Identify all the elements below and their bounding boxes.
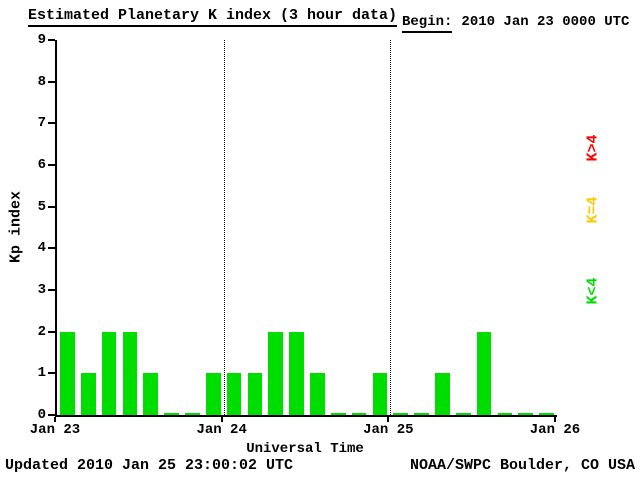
kp-bar: [372, 373, 388, 415]
x-tick-label: Jan 23: [29, 422, 81, 438]
y-tick-label: 5: [37, 198, 46, 215]
y-tick-label: 8: [37, 73, 46, 90]
kp-bar: [414, 413, 429, 415]
y-tick: [48, 372, 55, 375]
kp-bar: [393, 413, 409, 415]
kp-bar: [289, 331, 304, 415]
x-axis-title: Universal Time: [246, 441, 364, 457]
legend-k-eq-4: K=4: [584, 196, 602, 224]
kp-bar: [226, 373, 242, 415]
kp-bar: [330, 413, 346, 415]
plot-area: [55, 40, 557, 417]
y-tick-label: 0: [37, 407, 46, 423]
y-tick: [48, 80, 55, 83]
kp-bar: [539, 413, 554, 415]
x-tick-label: Jan 25: [363, 422, 414, 438]
y-tick: [48, 122, 55, 125]
kp-bar: [247, 373, 263, 415]
y-tick-label: 6: [37, 157, 46, 173]
day-separator-line: [223, 40, 225, 415]
kp-bar: [60, 331, 75, 415]
y-tick-label: 2: [37, 323, 46, 340]
kp-bar: [101, 331, 117, 415]
y-tick-label: 9: [37, 32, 46, 48]
begin-caption: Begin: 2010 Jan 23 0000 UTC: [402, 14, 630, 33]
kp-bar: [310, 373, 325, 415]
kp-bar: [185, 413, 200, 415]
y-tick: [48, 164, 55, 166]
kp-bar: [476, 331, 492, 415]
chart-title: Estimated Planetary K index (3 hour data…: [28, 7, 398, 27]
y-tick-label: 4: [37, 240, 46, 257]
kp-bar: [455, 413, 471, 415]
y-tick: [48, 205, 55, 208]
kp-bar: [205, 373, 221, 415]
x-tick: [54, 417, 56, 422]
updated-timestamp: Updated 2010 Jan 25 23:00:02 UTC: [5, 457, 294, 474]
day-separator-line: [390, 40, 392, 415]
kp-bar: [143, 373, 159, 415]
kp-bar: [164, 413, 179, 415]
kp-bar: [122, 331, 138, 415]
y-tick-label: 1: [37, 365, 46, 382]
kp-bar: [80, 373, 96, 415]
x-tick-label: Jan 24: [196, 422, 247, 438]
y-tick-label: 3: [37, 282, 46, 298]
x-tick: [554, 417, 556, 422]
legend-k-lt-4: K<4: [584, 277, 602, 305]
kp-bar: [351, 413, 367, 415]
x-tick: [220, 417, 223, 422]
y-tick: [48, 330, 55, 333]
x-tick: [387, 417, 390, 422]
y-tick: [48, 414, 55, 416]
credit: NOAA/SWPC Boulder, CO USA: [409, 457, 635, 474]
kp-bar: [435, 373, 450, 415]
kp-bar: [518, 413, 534, 415]
begin-value: 2010 Jan 23 0000 UTC: [461, 14, 630, 30]
kp-bar: [268, 331, 284, 415]
kp-bar: [497, 413, 513, 415]
y-tick: [48, 247, 55, 250]
y-tick: [48, 289, 55, 291]
legend-k-gt-4: K>4: [584, 134, 602, 162]
y-tick: [48, 39, 55, 41]
y-tick-label: 7: [37, 115, 46, 132]
x-tick-label: Jan 26: [529, 422, 581, 438]
chart-title-text: Estimated Planetary K index (3 hour data…: [28, 7, 398, 27]
begin-label: Begin:: [402, 14, 453, 33]
